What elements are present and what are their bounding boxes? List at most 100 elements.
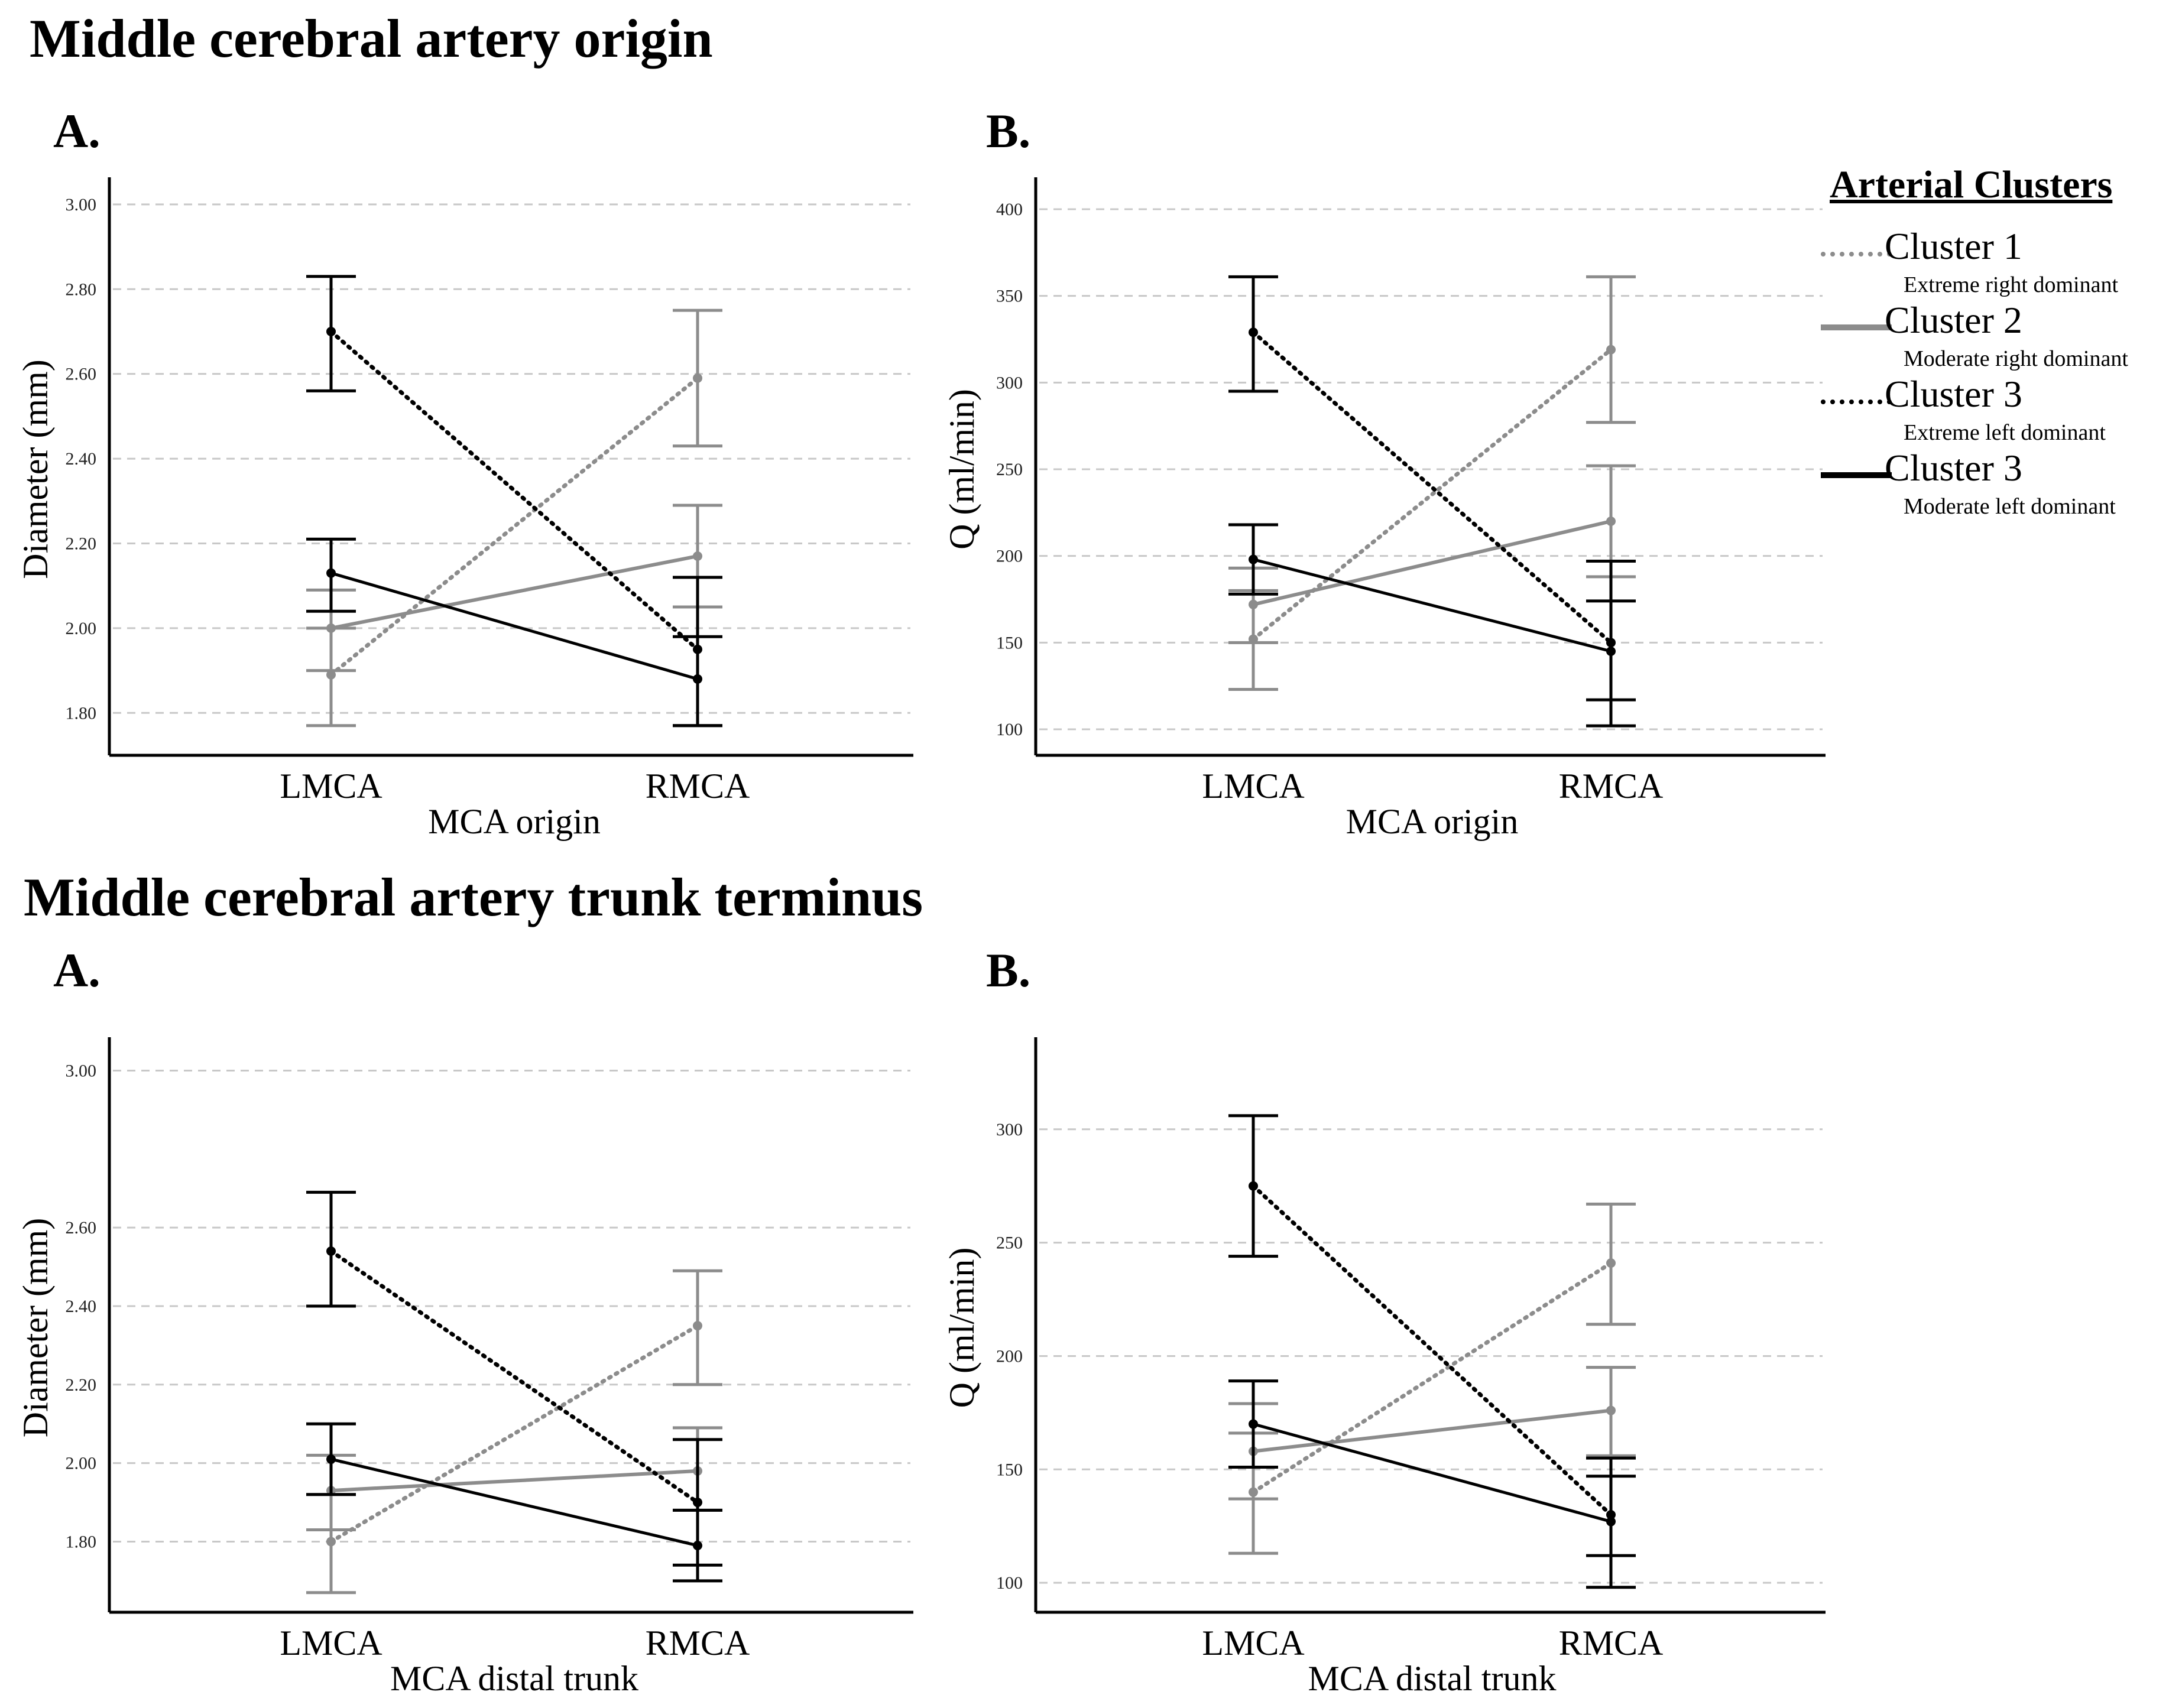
series-4-point: [1249, 1419, 1258, 1429]
y-tick-label: 3.00: [66, 1061, 97, 1080]
series-3-point: [1249, 1181, 1258, 1191]
y-axis-label: Q (ml/min): [942, 389, 981, 550]
y-tick-label: 250: [996, 1233, 1023, 1253]
y-tick-label: 2.60: [66, 1218, 97, 1238]
series-1-point: [1606, 1258, 1616, 1268]
y-tick-label: 3.00: [66, 195, 97, 215]
x-axis-label: MCA distal trunk: [390, 1659, 638, 1698]
y-tick-label: 150: [996, 633, 1023, 652]
series-2-point: [326, 623, 336, 633]
x-tick-label: LMCA: [1202, 767, 1304, 806]
series-4-line: [330, 572, 698, 681]
y-tick-label: 350: [996, 287, 1023, 306]
series-3-point: [1249, 327, 1258, 337]
y-tick-label: 200: [996, 547, 1023, 566]
series-4-line: [1253, 1423, 1612, 1523]
series-2-line: [1253, 1408, 1612, 1453]
y-tick-label: 2.40: [66, 449, 97, 469]
legend-name: Cluster 3: [1885, 447, 2022, 489]
y-tick-label: 2.00: [66, 1454, 97, 1473]
x-tick-label: RMCA: [1559, 767, 1664, 806]
x-axis-label: MCA origin: [1346, 802, 1519, 841]
series-3-line: [329, 1249, 700, 1505]
y-axis-label: Diameter (mm): [16, 1218, 55, 1438]
series-4-point: [1606, 1517, 1616, 1527]
series-1-line: [1251, 1261, 1613, 1495]
y-tick-label: 2.20: [66, 1375, 97, 1395]
series-4-line: [330, 1457, 698, 1547]
legend-name: Cluster 3: [1885, 373, 2022, 415]
legend-name: Cluster 1: [1885, 225, 2022, 267]
y-tick-label: 2.60: [66, 365, 97, 384]
section-title-origin: Middle cerebral artery origin: [30, 8, 713, 69]
x-axis-label: MCA distal trunk: [1308, 1659, 1556, 1698]
series-2-line: [330, 554, 698, 630]
x-tick-label: LMCA: [1202, 1623, 1304, 1662]
y-tick-label: 2.80: [66, 280, 97, 299]
y-tick-label: 2.40: [66, 1297, 97, 1316]
series-1-point: [326, 1537, 336, 1547]
series-1-line: [329, 376, 700, 677]
y-tick-label: 1.80: [66, 703, 97, 723]
x-tick-label: RMCA: [1559, 1623, 1664, 1662]
legend-desc: Extreme left dominant: [1904, 420, 2106, 445]
panel-label-origin-b: B.: [986, 104, 1031, 158]
y-tick-label: 2.20: [66, 534, 97, 553]
y-tick-label: 200: [996, 1346, 1023, 1366]
legend-desc: Moderate right dominant: [1904, 346, 2128, 371]
series-4-point: [326, 1454, 336, 1464]
y-tick-label: 150: [996, 1460, 1023, 1479]
x-tick-label: RMCA: [646, 1623, 750, 1662]
y-tick-label: 2.00: [66, 619, 97, 638]
legend-item-cluster-2: Cluster 2 Moderate right dominant: [1815, 298, 2170, 375]
legend-line-dotted-black: [1821, 400, 1892, 404]
series-4-point: [693, 674, 702, 684]
legend-line-solid-black: [1821, 472, 1892, 478]
panel-label-origin-a: A.: [53, 104, 100, 158]
panel-label-trunk-a: A.: [53, 943, 100, 997]
legend-desc: Moderate left dominant: [1904, 494, 2116, 519]
series-2-point: [693, 551, 702, 561]
legend-desc: Extreme right dominant: [1904, 272, 2119, 297]
series-2-line: [330, 1469, 698, 1493]
legend-title: Arterial Clusters: [1830, 163, 2113, 206]
x-tick-label: LMCA: [280, 767, 382, 806]
panel-label-trunk-b: B.: [986, 943, 1031, 997]
series-3-line: [329, 329, 700, 652]
series-2-point: [1249, 599, 1258, 609]
series-3-point: [326, 1246, 336, 1256]
section-title-trunk: Middle cerebral artery trunk terminus: [24, 867, 923, 927]
y-tick-label: 300: [996, 1120, 1023, 1139]
series-2-point: [1606, 1405, 1616, 1415]
y-axis-label: Diameter (mm): [16, 359, 55, 579]
series-4-point: [693, 1541, 702, 1551]
series-3-point: [326, 326, 336, 336]
series-3-line: [1251, 330, 1613, 645]
legend-line-solid-gray: [1821, 324, 1892, 330]
legend-item-cluster-3-extreme: Cluster 3 Extreme left dominant: [1815, 372, 2170, 449]
series-4-line: [1253, 558, 1612, 653]
series-2-point: [1606, 517, 1616, 526]
series-3-point: [693, 1498, 702, 1508]
y-tick-label: 1.80: [66, 1532, 97, 1551]
x-tick-label: RMCA: [646, 767, 750, 806]
y-tick-label: 300: [996, 373, 1023, 392]
series-3-line: [1251, 1184, 1613, 1517]
y-tick-label: 250: [996, 460, 1023, 479]
x-axis-label: MCA origin: [428, 802, 601, 841]
legend-item-cluster-1: Cluster 1 Extreme right dominant: [1815, 225, 2170, 301]
series-2-line: [1253, 519, 1612, 606]
series-1-point: [693, 373, 702, 383]
series-1-point: [326, 670, 336, 680]
legend-item-cluster-3-moderate: Cluster 3 Moderate left dominant: [1815, 446, 2170, 523]
y-tick-label: 400: [996, 200, 1023, 219]
series-1-point: [693, 1321, 702, 1331]
series-4-point: [1606, 647, 1616, 656]
series-4-point: [326, 568, 336, 578]
y-tick-label: 100: [996, 720, 1023, 739]
series-4-point: [1249, 554, 1258, 564]
legend-line-dotted-gray: [1821, 252, 1892, 256]
x-tick-label: LMCA: [280, 1623, 382, 1662]
y-tick-label: 100: [996, 1573, 1023, 1593]
